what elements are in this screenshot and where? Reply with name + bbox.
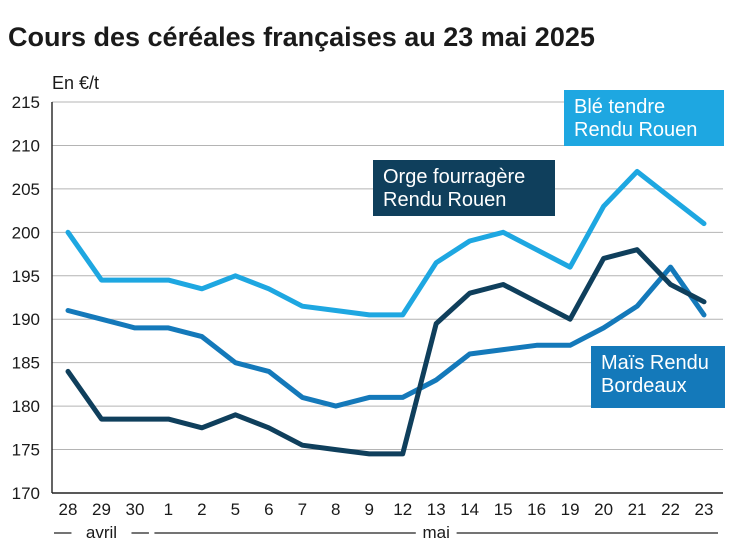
- y-axis-ticks: 170 175 180 185 190 195 200 205 210 215: [12, 93, 40, 503]
- x-tick-label-8: 8: [331, 500, 340, 519]
- series-lines: [65, 169, 707, 457]
- legend-box-1: [564, 90, 724, 146]
- y-tick-label-200: 200: [12, 223, 40, 242]
- x-tick-label-9: 9: [365, 500, 374, 519]
- x-tick-label-7: 7: [298, 500, 307, 519]
- month-labels: avril mai: [54, 523, 718, 542]
- legend-text-1-2: Rendu Rouen: [574, 119, 697, 141]
- x-tick-label-5: 5: [231, 500, 240, 519]
- y-tick-label-170: 170: [12, 484, 40, 503]
- x-tick-label-12: 12: [393, 500, 412, 519]
- chart-title: Cours des céréales françaises au 23 mai …: [8, 22, 595, 52]
- y-axis-title: En €/t: [52, 73, 99, 93]
- x-axis-ticks: 28 29 30 1 2 5 6 7 8 9 12 13 14 15 16 19 20 21 22 23: [59, 500, 714, 519]
- x-tick-label-29: 29: [92, 500, 111, 519]
- x-tick-label-21: 21: [628, 500, 647, 519]
- y-tick-label-210: 210: [12, 136, 40, 155]
- month-label-2: mai: [423, 523, 450, 542]
- x-tick-label-20: 20: [594, 500, 613, 519]
- legend-text-2-2: Bordeaux: [601, 375, 687, 397]
- y-tick-label-185: 185: [12, 354, 40, 373]
- legend-text-2-1: Maïs Rendu: [601, 352, 709, 374]
- y-tick-label-195: 195: [12, 267, 40, 286]
- x-tick-label-23: 23: [695, 500, 714, 519]
- x-tick-label-2: 2: [197, 500, 206, 519]
- x-tick-label-16: 16: [527, 500, 546, 519]
- y-tick-label-190: 190: [12, 310, 40, 329]
- y-tick-label-205: 205: [12, 180, 40, 199]
- legend-text-3-1: Orge fourragère: [383, 166, 525, 188]
- legend-box-3: [373, 160, 555, 216]
- legend-text-1-1: Blé tendre: [574, 96, 665, 118]
- x-tick-label-22: 22: [661, 500, 680, 519]
- x-tick-label-19: 19: [561, 500, 580, 519]
- x-tick-label-14: 14: [460, 500, 479, 519]
- y-tick-label-175: 175: [12, 441, 40, 460]
- x-tick-label-30: 30: [125, 500, 144, 519]
- x-tick-label-6: 6: [264, 500, 273, 519]
- series-line-3: [65, 247, 707, 457]
- legend-text-3-2: Rendu Rouen: [383, 189, 506, 211]
- series-line-1: [65, 169, 707, 318]
- month-label-1: avril: [86, 523, 117, 542]
- x-tick-label-28: 28: [59, 500, 78, 519]
- x-tick-label-15: 15: [494, 500, 513, 519]
- y-tick-label-180: 180: [12, 397, 40, 416]
- y-tick-label-215: 215: [12, 93, 40, 112]
- series-line-2: [65, 264, 707, 409]
- legend-box-2: [591, 346, 725, 408]
- x-tick-label-1: 1: [164, 500, 173, 519]
- x-tick-label-13: 13: [427, 500, 446, 519]
